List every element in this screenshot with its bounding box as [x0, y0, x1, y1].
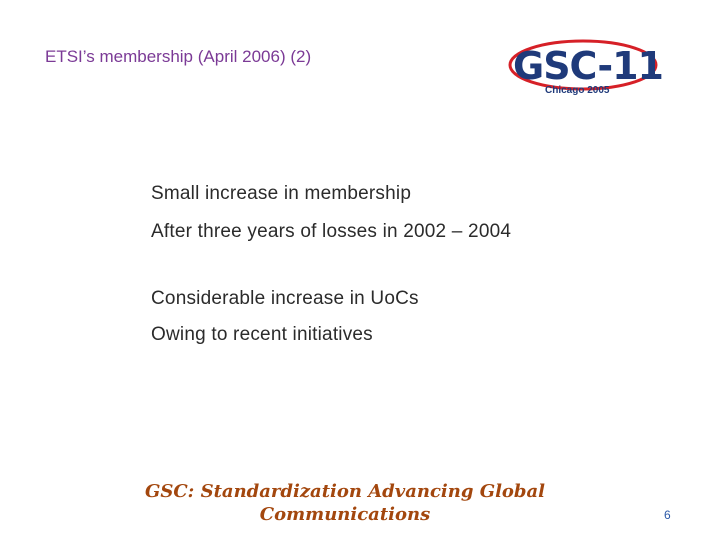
body-line: Considerable increase in UoCs — [151, 288, 419, 309]
body-line: Owing to recent initiatives — [151, 324, 373, 345]
slide-title: ETSI’s membership (April 2006) (2) — [45, 47, 312, 66]
body-line: Small increase in membership — [151, 183, 412, 204]
body-line: After three years of losses in 2002 – 20… — [151, 221, 512, 242]
footer: GSC: Standardization Advancing Global Co… — [120, 480, 570, 526]
footer-line: Communications — [259, 504, 431, 525]
footer-line: GSC: Standardization Advancing Global — [144, 481, 546, 502]
logo-text: GSC-11 — [513, 44, 663, 88]
logo-subtext: Chicago 2005 — [545, 85, 610, 96]
logo-swoosh — [508, 39, 658, 91]
logo: GSC-11 Chicago 2005 — [508, 39, 664, 96]
page-number: 6 — [664, 508, 671, 522]
